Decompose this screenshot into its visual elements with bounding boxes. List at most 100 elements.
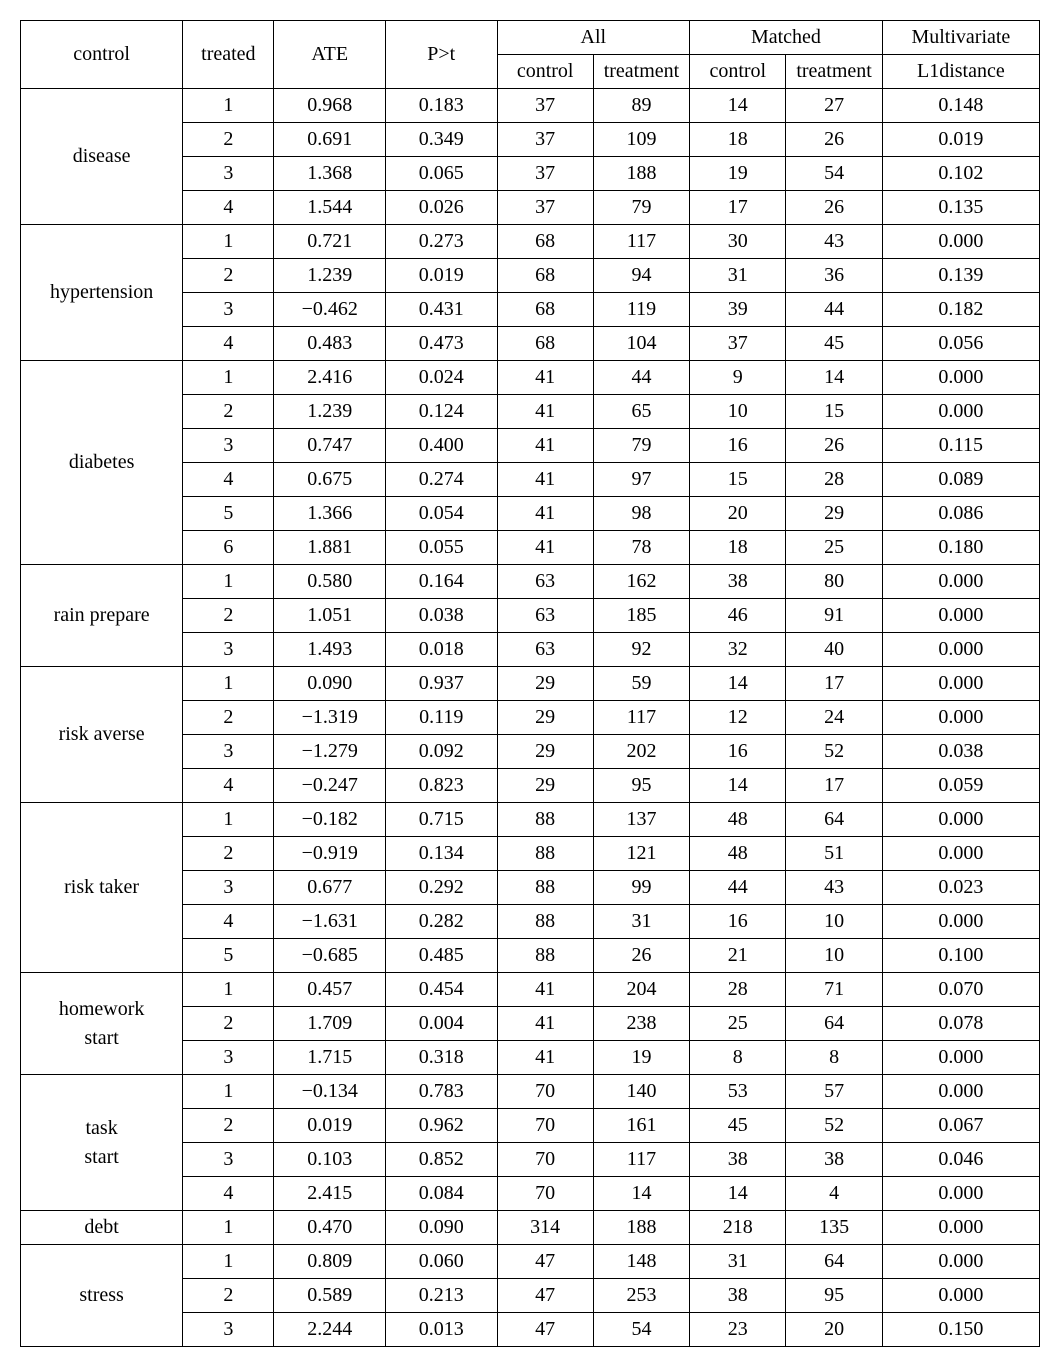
cell-ate: 0.457 <box>274 973 386 1007</box>
cell-ac: 29 <box>497 701 593 735</box>
cell-mt: 15 <box>786 395 882 429</box>
cell-mc: 21 <box>690 939 786 973</box>
cell-at: 31 <box>593 905 689 939</box>
cell-t: 3 <box>183 1041 274 1075</box>
cell-ac: 88 <box>497 803 593 837</box>
cell-at: 162 <box>593 565 689 599</box>
cell-t: 1 <box>183 565 274 599</box>
cell-at: 44 <box>593 361 689 395</box>
cell-ate: 1.493 <box>274 633 386 667</box>
cell-ac: 41 <box>497 463 593 497</box>
cell-mc: 23 <box>690 1313 786 1347</box>
cell-l1: 0.070 <box>882 973 1039 1007</box>
cell-t: 1 <box>183 803 274 837</box>
cell-ate: −1.319 <box>274 701 386 735</box>
cell-l1: 0.102 <box>882 157 1039 191</box>
col-multi-1: Multivariate <box>882 21 1039 55</box>
cell-l1: 0.067 <box>882 1109 1039 1143</box>
cell-mt: 20 <box>786 1313 882 1347</box>
group-label: risk averse <box>21 667 183 803</box>
cell-mc: 10 <box>690 395 786 429</box>
cell-mc: 39 <box>690 293 786 327</box>
cell-ate: 0.589 <box>274 1279 386 1313</box>
cell-ate: 1.715 <box>274 1041 386 1075</box>
cell-ac: 70 <box>497 1143 593 1177</box>
col-treated: treated <box>183 21 274 89</box>
cell-ac: 88 <box>497 939 593 973</box>
cell-ac: 41 <box>497 973 593 1007</box>
cell-l1: 0.000 <box>882 1211 1039 1245</box>
cell-mt: 64 <box>786 1245 882 1279</box>
cell-mc: 12 <box>690 701 786 735</box>
cell-mc: 14 <box>690 769 786 803</box>
cell-at: 65 <box>593 395 689 429</box>
cell-mc: 14 <box>690 667 786 701</box>
cell-pt: 0.318 <box>385 1041 497 1075</box>
cell-pt: 0.092 <box>385 735 497 769</box>
cell-pt: 0.400 <box>385 429 497 463</box>
cell-t: 1 <box>183 225 274 259</box>
cell-ac: 41 <box>497 1007 593 1041</box>
cell-ac: 47 <box>497 1279 593 1313</box>
cell-mc: 28 <box>690 973 786 1007</box>
cell-at: 92 <box>593 633 689 667</box>
col-all: All <box>497 21 690 55</box>
cell-at: 238 <box>593 1007 689 1041</box>
cell-pt: 0.823 <box>385 769 497 803</box>
cell-ate: −0.134 <box>274 1075 386 1109</box>
cell-mc: 31 <box>690 259 786 293</box>
cell-mc: 31 <box>690 1245 786 1279</box>
table-row: debt10.4700.0903141882181350.000 <box>21 1211 1040 1245</box>
col-matched-treatment: treatment <box>786 55 882 89</box>
cell-mc: 38 <box>690 1143 786 1177</box>
cell-ate: −0.685 <box>274 939 386 973</box>
cell-ac: 47 <box>497 1313 593 1347</box>
cell-ate: 0.747 <box>274 429 386 463</box>
cell-mt: 26 <box>786 429 882 463</box>
table-row: risk taker1−0.1820.7158813748640.000 <box>21 803 1040 837</box>
cell-mc: 16 <box>690 429 786 463</box>
cell-mt: 54 <box>786 157 882 191</box>
cell-mt: 57 <box>786 1075 882 1109</box>
cell-t: 1 <box>183 361 274 395</box>
cell-ate: −0.182 <box>274 803 386 837</box>
cell-mt: 40 <box>786 633 882 667</box>
group-label: debt <box>21 1211 183 1245</box>
cell-mc: 15 <box>690 463 786 497</box>
cell-pt: 0.274 <box>385 463 497 497</box>
cell-mc: 32 <box>690 633 786 667</box>
results-table: control treated ATE P>t All Matched Mult… <box>20 20 1040 1347</box>
cell-mt: 91 <box>786 599 882 633</box>
cell-pt: 0.431 <box>385 293 497 327</box>
cell-mc: 48 <box>690 837 786 871</box>
cell-l1: 0.000 <box>882 1075 1039 1109</box>
cell-t: 3 <box>183 429 274 463</box>
cell-mc: 19 <box>690 157 786 191</box>
cell-pt: 0.055 <box>385 531 497 565</box>
cell-pt: 0.937 <box>385 667 497 701</box>
cell-ac: 88 <box>497 871 593 905</box>
cell-ac: 41 <box>497 429 593 463</box>
group-label: hypertension <box>21 225 183 361</box>
cell-l1: 0.078 <box>882 1007 1039 1041</box>
cell-l1: 0.000 <box>882 395 1039 429</box>
cell-mc: 30 <box>690 225 786 259</box>
group-label: risk taker <box>21 803 183 973</box>
cell-t: 3 <box>183 633 274 667</box>
cell-mt: 135 <box>786 1211 882 1245</box>
cell-l1: 0.000 <box>882 225 1039 259</box>
cell-t: 2 <box>183 1007 274 1041</box>
cell-ate: 1.366 <box>274 497 386 531</box>
cell-ate: 1.368 <box>274 157 386 191</box>
col-matched: Matched <box>690 21 883 55</box>
cell-l1: 0.139 <box>882 259 1039 293</box>
cell-ac: 47 <box>497 1245 593 1279</box>
cell-t: 1 <box>183 89 274 123</box>
cell-l1: 0.000 <box>882 701 1039 735</box>
cell-mt: 38 <box>786 1143 882 1177</box>
cell-ate: 0.677 <box>274 871 386 905</box>
cell-pt: 0.282 <box>385 905 497 939</box>
cell-mt: 71 <box>786 973 882 1007</box>
cell-ate: 1.881 <box>274 531 386 565</box>
cell-pt: 0.783 <box>385 1075 497 1109</box>
